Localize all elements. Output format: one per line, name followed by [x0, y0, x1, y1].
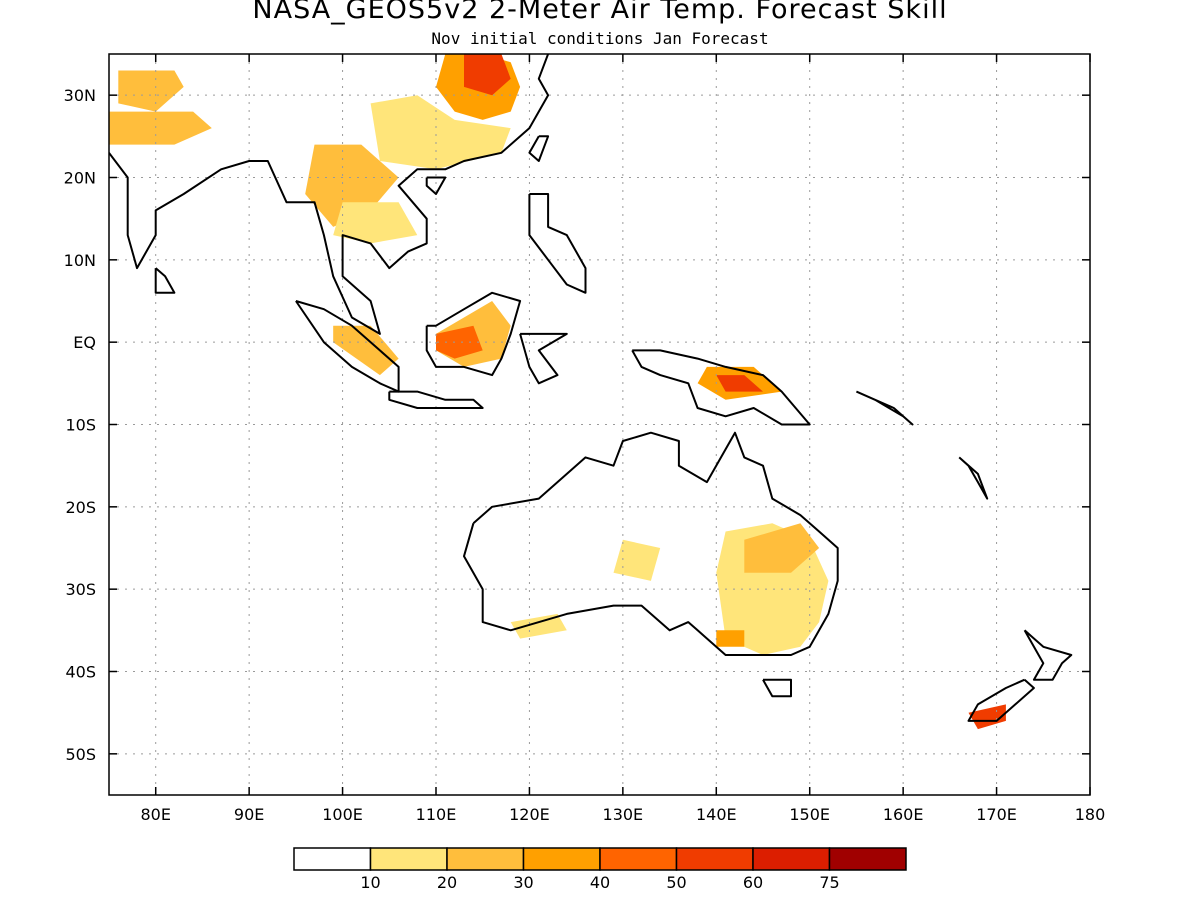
lon-tick-label: 170E — [976, 805, 1017, 824]
skill-regions — [109, 54, 1006, 730]
lat-tick-label: 10N — [64, 251, 96, 270]
lon-tick-label: 160E — [883, 805, 924, 824]
lat-tick-label: 20N — [64, 169, 96, 188]
skill-region — [613, 539, 661, 581]
colorbar-label: 10 — [360, 873, 380, 892]
skill-region — [333, 325, 399, 376]
lat-tick-label: 20S — [65, 498, 96, 517]
skill-region — [305, 144, 399, 227]
colorbar-label: 20 — [437, 873, 457, 892]
map-title: NASA_GEOS5v2 2-Meter Air Temp. Forecast … — [252, 0, 948, 25]
coastline — [388, 390, 484, 409]
colorbar-swatch — [675, 847, 754, 871]
lon-tick-label: 90E — [234, 805, 264, 824]
skill-region — [744, 523, 820, 573]
colorbar: 10 20 30 40 50 60 75 — [293, 847, 907, 892]
map-subtitle: Nov initial conditions Jan Forecast — [431, 29, 769, 48]
lon-tick-label: 150E — [789, 805, 830, 824]
coastlines — [109, 54, 1073, 722]
colorbar-swatch — [369, 847, 448, 871]
axes: 80E 90E 100E 110E 120E 130E 140E 150E 160E 170E 18… — [64, 54, 1106, 824]
lat-tick-label: 40S — [65, 663, 96, 682]
lat-tick-label: EQ — [73, 333, 96, 352]
colorbar-label: 75 — [819, 873, 839, 892]
skill-region — [109, 111, 212, 145]
skill-region — [464, 54, 511, 96]
coastline — [528, 135, 550, 162]
lat-tick-label: 30N — [64, 86, 96, 105]
colorbar-label: 30 — [513, 873, 533, 892]
coastline — [519, 332, 568, 385]
lon-tick-label: 120E — [509, 805, 550, 824]
skill-region — [436, 325, 483, 359]
skill-region — [716, 630, 745, 647]
coastline — [958, 456, 989, 500]
gridlines — [109, 54, 1090, 795]
colorbar-swatch — [522, 847, 601, 871]
coastline — [967, 678, 1035, 722]
colorbar-swatch — [828, 847, 907, 871]
colorbar-swatch — [752, 847, 831, 871]
lon-tick-label: 110E — [416, 805, 457, 824]
coastline — [1023, 629, 1073, 681]
colorbar-label: 40 — [590, 873, 610, 892]
lon-tick-label: 180 — [1075, 805, 1106, 824]
colorbar-swatch — [599, 847, 678, 871]
coastline — [631, 349, 811, 426]
skill-region — [333, 202, 418, 244]
lat-tick-label: 50S — [65, 745, 96, 764]
lat-tick-label: 30S — [65, 580, 96, 599]
lon-tick-label: 80E — [140, 805, 170, 824]
coastline — [154, 267, 176, 294]
skill-region — [510, 613, 567, 639]
coastline — [855, 390, 914, 426]
coastline — [528, 193, 587, 294]
colorbar-label: 60 — [743, 873, 763, 892]
skill-region — [370, 95, 511, 170]
lon-tick-label: 130E — [603, 805, 644, 824]
lon-tick-label: 140E — [696, 805, 737, 824]
coastline — [463, 431, 839, 656]
coastline — [425, 291, 522, 377]
coastline — [109, 54, 550, 335]
colorbar-label: 50 — [666, 873, 686, 892]
coastline — [295, 300, 400, 393]
skill-region — [716, 375, 763, 392]
colorbar-swatch — [446, 847, 525, 871]
colorbar-swatch — [293, 847, 372, 871]
coastline — [762, 678, 792, 698]
coastline — [425, 176, 447, 195]
lon-tick-label: 100E — [322, 805, 363, 824]
lat-tick-label: 10S — [65, 416, 96, 435]
skill-region — [118, 70, 184, 112]
